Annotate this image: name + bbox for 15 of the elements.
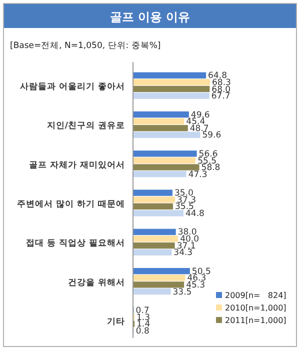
y-tick-label: 사람들과 어울리기 좋아서 xyxy=(20,82,125,92)
y-tick-label: 주변에서 많이 하기 때문에 xyxy=(17,200,125,210)
chart-subtitle: [Base=전체, N=1,050, 단위: 중복%] xyxy=(10,41,161,51)
y-tick-label: 골프 자체가 재미있어서 xyxy=(29,160,125,170)
y-tick-label: 지인/친구의 권유로 xyxy=(46,121,125,132)
legend-label: 2010[n=1,000] xyxy=(225,304,286,312)
data-label: 59.6 xyxy=(202,130,222,141)
y-tick-label: 기타 xyxy=(107,316,125,327)
legend-label: 2011[n=1,000] xyxy=(225,316,286,325)
y-tick-label: 접대 등 직업상 필요해서 xyxy=(26,238,125,249)
data-label: 67.7 xyxy=(211,92,230,102)
legend-label: 2009[n= 824] xyxy=(225,291,286,300)
data-label: 33.5 xyxy=(172,287,192,298)
y-tick-label: 건강을 위해서 xyxy=(68,278,125,288)
chart-title: 골프 이용 이유 xyxy=(110,10,190,24)
